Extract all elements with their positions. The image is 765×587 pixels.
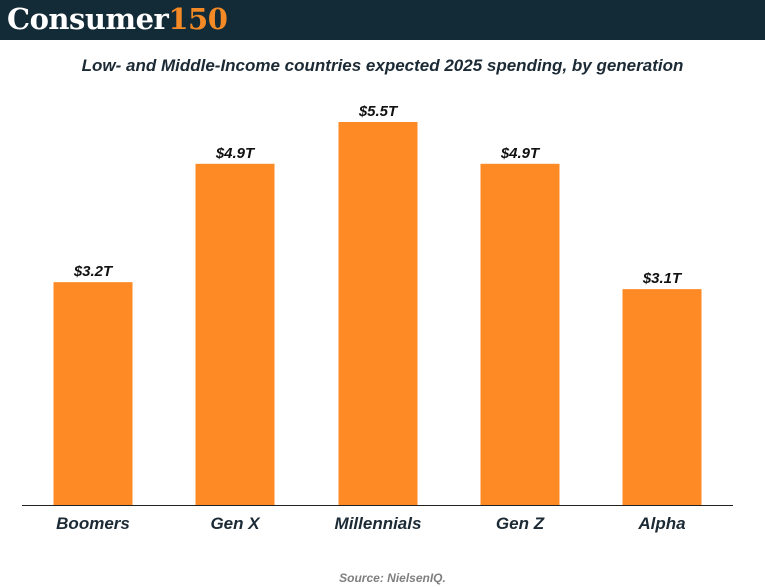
category-label: Boomers <box>56 514 130 533</box>
category-label: Alpha <box>637 514 685 533</box>
logo-word: Consumer <box>7 2 169 36</box>
bar-boomers <box>53 282 133 505</box>
bar-value-label: $3.2T <box>73 263 114 280</box>
bar-gen-z <box>480 163 560 506</box>
bar-value-label: $5.5T <box>358 103 399 120</box>
bar-alpha <box>622 289 702 505</box>
bar-millennials <box>338 122 418 505</box>
source-note: Source: NielsenIQ. <box>339 571 446 585</box>
logo-number: 150 <box>168 2 228 36</box>
header-bar: Consumer150 <box>0 0 765 40</box>
consumer150-logo: Consumer150 <box>7 1 228 37</box>
bar-gen-x <box>195 163 275 506</box>
category-label: Millennials <box>335 514 422 533</box>
bar-value-label: $3.1T <box>642 270 683 287</box>
chart-title: Low- and Middle-Income countries expecte… <box>81 56 684 75</box>
category-label: Gen Z <box>496 514 545 533</box>
category-label: Gen X <box>210 514 261 533</box>
bar-value-label: $4.9T <box>500 145 541 162</box>
bar-value-label: $4.9T <box>215 145 256 162</box>
